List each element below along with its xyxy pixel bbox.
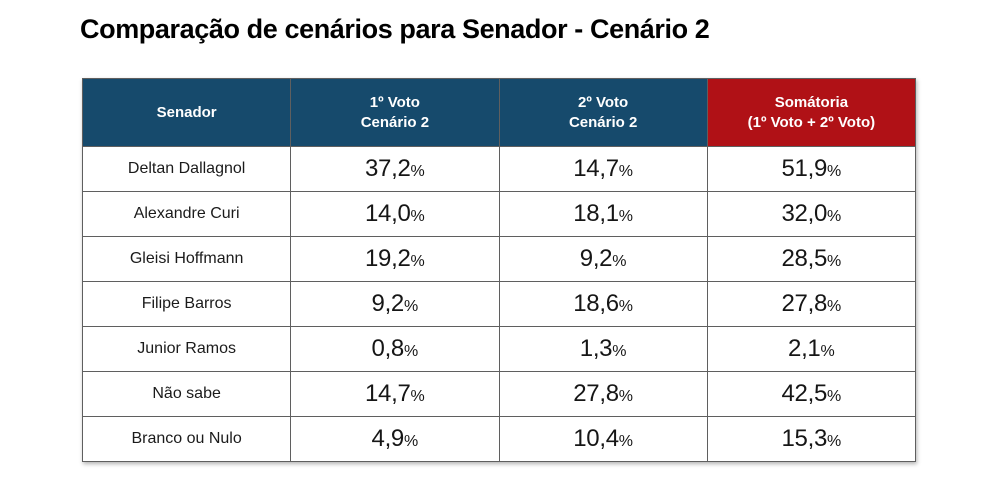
second-vote-cell: 18,1% [498, 191, 708, 237]
senator-name-cell: Alexandre Curi [81, 191, 292, 237]
sum-cell: 15,3% [706, 416, 917, 462]
page-title: Comparação de cenários para Senador - Ce… [80, 14, 710, 44]
percent-value: 2,1 [788, 335, 821, 362]
percent-value: 18,6 [573, 290, 619, 317]
percent-value: 27,8 [781, 290, 828, 317]
table-row: Não sabe 14,7% 27,8% 42,5% [81, 371, 917, 417]
percent-sign: % [618, 433, 633, 450]
percent-sign: % [403, 433, 419, 450]
percent-sign: % [403, 298, 419, 315]
second-vote-cell: 27,8% [498, 371, 708, 417]
percent-value: 27,8 [573, 380, 619, 407]
table-row: Branco ou Nulo 4,9% 10,4% 15,3% [81, 416, 917, 462]
first-vote-cell: 37,2% [290, 146, 500, 192]
percent-value: 4,9 [371, 425, 405, 452]
sum-cell: 28,5% [706, 236, 917, 282]
first-vote-cell: 19,2% [290, 236, 500, 282]
percent-value: 15,3 [781, 425, 828, 452]
column-header-first-vote: 1º Voto Cenário 2 [290, 78, 500, 147]
percent-sign: % [827, 433, 842, 450]
percent-value: 10,4 [573, 425, 619, 452]
percent-sign: % [410, 388, 425, 405]
sum-cell: 32,0% [706, 191, 917, 237]
table-body: Deltan Dallagnol 37,2% 14,7% 51,9% Alexa… [81, 146, 917, 462]
percent-sign: % [410, 208, 425, 225]
percent-value: 18,1 [573, 200, 619, 227]
percent-value: 19,2 [365, 245, 411, 272]
percent-sign: % [618, 298, 633, 315]
second-vote-cell: 18,6% [498, 281, 708, 327]
percent-value: 1,3 [579, 335, 613, 362]
percent-sign: % [410, 253, 425, 270]
second-vote-cell: 1,3% [498, 326, 708, 372]
percent-value: 42,5 [781, 380, 828, 407]
percent-sign: % [827, 298, 842, 315]
percent-sign: % [618, 163, 633, 180]
percent-value: 37,2 [365, 155, 411, 182]
table-header: Senador 1º Voto Cenário 2 2º Voto Cenári… [81, 78, 917, 147]
percent-value: 14,7 [573, 155, 619, 182]
percent-value: 14,0 [365, 200, 411, 227]
senator-name-cell: Não sabe [81, 371, 292, 417]
senator-name-cell: Branco ou Nulo [81, 416, 292, 462]
senator-name-cell: Filipe Barros [81, 281, 292, 327]
second-vote-cell: 9,2% [498, 236, 708, 282]
column-header-label: 2º Voto Cenário 2 [568, 93, 638, 131]
percent-sign: % [410, 163, 425, 180]
table-row: Alexandre Curi 14,0% 18,1% 32,0% [81, 191, 917, 237]
sum-cell: 2,1% [706, 326, 917, 372]
table-row: Filipe Barros 9,2% 18,6% 27,8% [81, 281, 917, 327]
sum-cell: 51,9% [706, 146, 917, 192]
percent-sign: % [612, 343, 627, 360]
first-vote-cell: 14,7% [290, 371, 500, 417]
senator-name-cell: Gleisi Hoffmann [81, 236, 292, 282]
table-row: Junior Ramos 0,8% 1,3% 2,1% [81, 326, 917, 372]
percent-value: 14,7 [365, 380, 411, 407]
percent-value: 51,9 [781, 155, 828, 182]
column-header-label: Somátoria (1º Voto + 2º Voto) [747, 93, 876, 131]
percent-sign: % [827, 253, 842, 270]
percent-value: 9,2 [579, 245, 613, 272]
first-vote-cell: 14,0% [290, 191, 500, 237]
percent-sign: % [827, 163, 842, 180]
first-vote-cell: 9,2% [290, 281, 500, 327]
column-header-sum: Somátoria (1º Voto + 2º Voto) [706, 78, 917, 147]
percent-value: 9,2 [371, 290, 405, 317]
column-header-label: Senador [156, 103, 217, 121]
percent-value: 32,0 [781, 200, 828, 227]
second-vote-cell: 10,4% [498, 416, 708, 462]
percent-sign: % [820, 343, 835, 360]
column-header-second-vote: 2º Voto Cenário 2 [498, 78, 708, 147]
table-row: Gleisi Hoffmann 19,2% 9,2% 28,5% [81, 236, 917, 282]
percent-sign: % [827, 208, 842, 225]
column-header-label: 1º Voto Cenário 2 [360, 93, 430, 131]
sum-cell: 42,5% [706, 371, 917, 417]
percent-sign: % [827, 388, 842, 405]
percent-value: 0,8 [371, 335, 405, 362]
comparison-table: Senador 1º Voto Cenário 2 2º Voto Cenári… [81, 78, 917, 462]
percent-value: 28,5 [781, 245, 828, 272]
header-row: Senador 1º Voto Cenário 2 2º Voto Cenári… [81, 78, 917, 147]
senator-name-cell: Junior Ramos [81, 326, 292, 372]
first-vote-cell: 0,8% [290, 326, 500, 372]
column-header-senador: Senador [81, 78, 292, 147]
first-vote-cell: 4,9% [290, 416, 500, 462]
senator-name-cell: Deltan Dallagnol [81, 146, 292, 192]
percent-sign: % [618, 388, 633, 405]
percent-sign: % [612, 253, 627, 270]
sum-cell: 27,8% [706, 281, 917, 327]
table-row: Deltan Dallagnol 37,2% 14,7% 51,9% [81, 146, 917, 192]
percent-sign: % [403, 343, 419, 360]
percent-sign: % [618, 208, 633, 225]
second-vote-cell: 14,7% [498, 146, 708, 192]
